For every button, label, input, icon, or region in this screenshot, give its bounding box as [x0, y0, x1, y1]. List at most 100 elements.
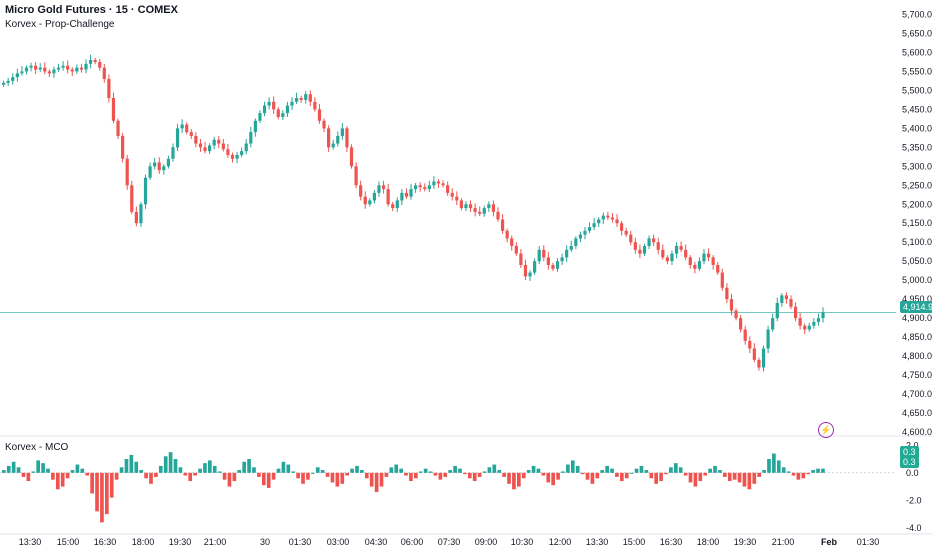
osc-bar: [757, 472, 762, 477]
osc-bar: [605, 465, 609, 473]
time-axis-label: 15:00: [56, 537, 80, 547]
candle-body: [24, 67, 29, 72]
osc-bar: [634, 468, 639, 473]
osc-bar: [673, 463, 678, 473]
osc-bar: [752, 472, 757, 484]
candle-body: [587, 227, 592, 231]
candle-body: [697, 261, 702, 269]
osc-bar: [580, 472, 585, 475]
candle-body: [816, 318, 821, 322]
candle-body: [656, 242, 660, 250]
candle-body: [217, 139, 221, 144]
osc-bar: [178, 467, 183, 473]
price-axis-label: 5,700.0: [902, 9, 932, 19]
osc-bar: [472, 472, 477, 482]
price-axis-label: 5,400.0: [902, 123, 932, 133]
osc-bar: [742, 472, 747, 487]
candle-body: [505, 230, 509, 239]
candle-body: [34, 65, 38, 70]
time-axis-label: 03:00: [326, 537, 350, 547]
candle-body: [84, 63, 88, 70]
candle-body: [551, 264, 555, 269]
candle-body: [345, 128, 349, 148]
candle-body: [249, 132, 253, 144]
candle-body: [647, 238, 651, 247]
time-axis-label: 21:00: [771, 537, 795, 547]
osc-bar: [139, 470, 144, 473]
candle-body: [583, 230, 587, 235]
candle-body: [821, 312, 825, 319]
candle-body: [340, 128, 344, 136]
candle-body: [75, 67, 79, 72]
osc-bar: [718, 470, 722, 473]
osc-bar: [772, 453, 776, 473]
candle-body: [766, 329, 770, 349]
candle-body: [473, 208, 477, 212]
sub-indicator-label[interactable]: Korvex - MCO: [5, 442, 69, 453]
time-axis-label: 16:30: [659, 537, 683, 547]
candle-body: [56, 67, 61, 70]
candle-body: [240, 151, 244, 155]
osc-bar: [330, 472, 335, 483]
candle-body: [66, 65, 70, 70]
osc-bar: [266, 472, 271, 488]
osc-bar: [801, 472, 806, 479]
lightning-icon[interactable]: ⚡: [818, 422, 834, 438]
osc-bar: [531, 465, 536, 473]
osc-axis-label: 0.0: [906, 468, 919, 478]
osc-bar: [418, 471, 423, 473]
osc-bar: [154, 472, 158, 477]
price-axis-label: 5,500.0: [902, 85, 932, 95]
osc-bar: [173, 459, 178, 473]
candle-body: [761, 348, 766, 368]
osc-bar: [497, 470, 502, 473]
osc-bar: [311, 472, 315, 474]
osc-bar: [325, 472, 330, 477]
candle-body: [629, 234, 633, 243]
price-axis-label: 4,900.0: [902, 313, 932, 323]
osc-axis-label: 2.0: [906, 440, 919, 450]
candle-body: [20, 71, 24, 74]
candle-body: [441, 183, 445, 186]
candle-body: [706, 253, 711, 258]
candle-body: [143, 177, 148, 205]
osc-bar: [247, 459, 251, 473]
osc-bar: [683, 472, 688, 476]
candle-body: [633, 242, 637, 250]
osc-bar: [360, 470, 364, 473]
osc-bar: [124, 459, 129, 473]
candle-body: [478, 211, 482, 214]
osc-bar: [536, 468, 541, 473]
osc-bar: [374, 472, 379, 493]
osc-bar: [158, 465, 163, 473]
osc-bar: [296, 472, 300, 479]
time-axis-label: 15:00: [622, 537, 646, 547]
price-axis-label: 4,850.0: [902, 332, 932, 342]
osc-bar: [575, 465, 580, 473]
candle-body: [592, 223, 596, 228]
candle-body: [702, 253, 706, 262]
candle-body: [6, 80, 10, 83]
osc-bar: [301, 472, 305, 484]
candle-body: [98, 61, 102, 68]
indicator-label[interactable]: Korvex - Prop-Challenge: [5, 19, 115, 30]
candle-body: [363, 196, 367, 205]
candle-body: [803, 325, 807, 330]
osc-bar: [767, 459, 771, 473]
osc-bar: [556, 472, 560, 480]
osc-bar: [816, 468, 820, 473]
osc-bar: [257, 472, 261, 477]
candle-body: [317, 109, 322, 121]
candle-body: [349, 147, 354, 167]
symbol-title[interactable]: Micro Gold Futures · 15 · COMEX: [5, 4, 178, 16]
osc-bar: [404, 472, 408, 476]
osc-bar: [36, 460, 41, 473]
osc-bar: [512, 472, 516, 490]
osc-bar: [703, 472, 708, 476]
osc-bar: [281, 461, 286, 473]
osc-bar: [526, 470, 531, 473]
osc-bar: [590, 472, 595, 484]
candle-body: [212, 139, 216, 146]
osc-bar: [75, 464, 80, 473]
